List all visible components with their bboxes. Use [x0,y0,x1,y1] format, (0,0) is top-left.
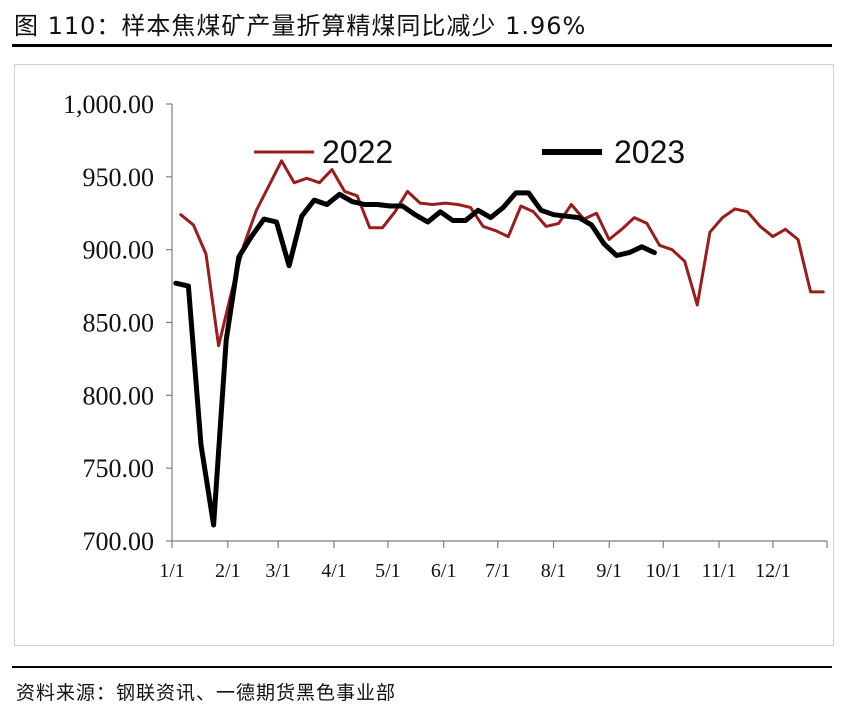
series-line-2022 [179,159,825,348]
x-tick-label: 6/1 [431,560,457,582]
legend: 2022 2023 [254,134,685,170]
title-rule [12,44,832,47]
chart-panel: 1,000.00 950.00 900.00 850.00 800.00 750.00 70… [14,64,834,646]
chart-border [14,64,834,646]
x-tick-label: 1/1 [159,560,185,582]
x-tick-label: 11/1 [702,560,737,582]
source-note: 资料来源：钢联资讯、一德期货黑色事业部 [16,682,397,704]
legend-label-2022: 2022 [322,134,393,170]
x-tick-label: 10/1 [645,560,681,582]
legend-label-2023: 2023 [614,134,685,170]
y-tick-label: 850.00 [83,309,155,338]
y-tick-label: 950.00 [83,163,155,192]
x-tick-label: 12/1 [755,560,791,582]
y-tick-label: 700.00 [83,527,155,556]
x-tick-label: 2/1 [215,560,241,582]
x-tick-label: 4/1 [321,560,347,582]
x-tick-label: 5/1 [375,560,401,582]
y-tick-label: 900.00 [83,236,155,265]
figure-title: 图 110：样本焦煤矿产量折算精煤同比减少 1.96% [14,12,587,40]
x-tick-label: 3/1 [265,560,291,582]
y-tick-label: 800.00 [83,381,155,410]
source-rule [12,666,832,668]
y-tick-label: 1,000.00 [63,90,154,119]
series-lines [173,159,825,528]
x-axis: 1/1 2/1 3/1 4/1 5/1 6/1 7/1 8/1 9/1 10/1 11/1 12/1 [159,540,828,582]
x-tick-label: 7/1 [485,560,511,582]
series-line-2023 [173,190,657,528]
x-tick-label: 8/1 [541,560,567,582]
y-axis: 1,000.00 950.00 900.00 850.00 800.00 750.00 70… [63,90,173,556]
x-tick-label: 9/1 [596,560,622,582]
line-chart: 1,000.00 950.00 900.00 850.00 800.00 750.00 70… [14,64,834,646]
y-tick-label: 750.00 [83,454,155,483]
